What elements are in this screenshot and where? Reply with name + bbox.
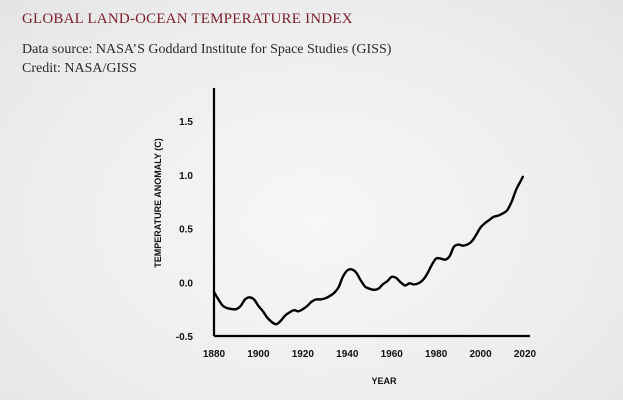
temperature-anomaly-line xyxy=(212,175,524,326)
y-axis-title: TEMPERATURE ANOMALY (C) xyxy=(153,138,163,268)
chart-title: GLOBAL LAND-OCEAN TEMPERATURE INDEX xyxy=(22,11,353,27)
y-tick-label: -0.5 xyxy=(176,332,194,343)
credit-text: Credit: NASA/GISS xyxy=(22,61,137,76)
data-source-text: Data source: NASA’S Goddard Institute fo… xyxy=(22,42,392,57)
x-tick-label: 1920 xyxy=(292,349,315,360)
x-tick-label: 2000 xyxy=(469,349,492,360)
x-tick-label: 1900 xyxy=(247,349,270,360)
x-tick-label: 1940 xyxy=(336,349,359,360)
x-tick-label: 2020 xyxy=(514,349,537,360)
y-tick-labels: -0.5 0.0 0.5 1.0 1.5 xyxy=(176,117,194,343)
x-tick-labels: 1880 1900 1920 1940 1960 1980 2000 2020 xyxy=(203,349,537,360)
x-tick-label: 1960 xyxy=(381,349,404,360)
y-tick-label: 1.5 xyxy=(179,117,193,128)
x-tick-label: 1880 xyxy=(203,349,226,360)
x-axis-title: YEAR xyxy=(371,376,397,386)
y-tick-label: 1.0 xyxy=(179,171,193,182)
y-tick-label: 0.0 xyxy=(179,278,193,289)
x-tick-label: 1980 xyxy=(425,349,448,360)
y-tick-label: 0.5 xyxy=(179,225,193,236)
